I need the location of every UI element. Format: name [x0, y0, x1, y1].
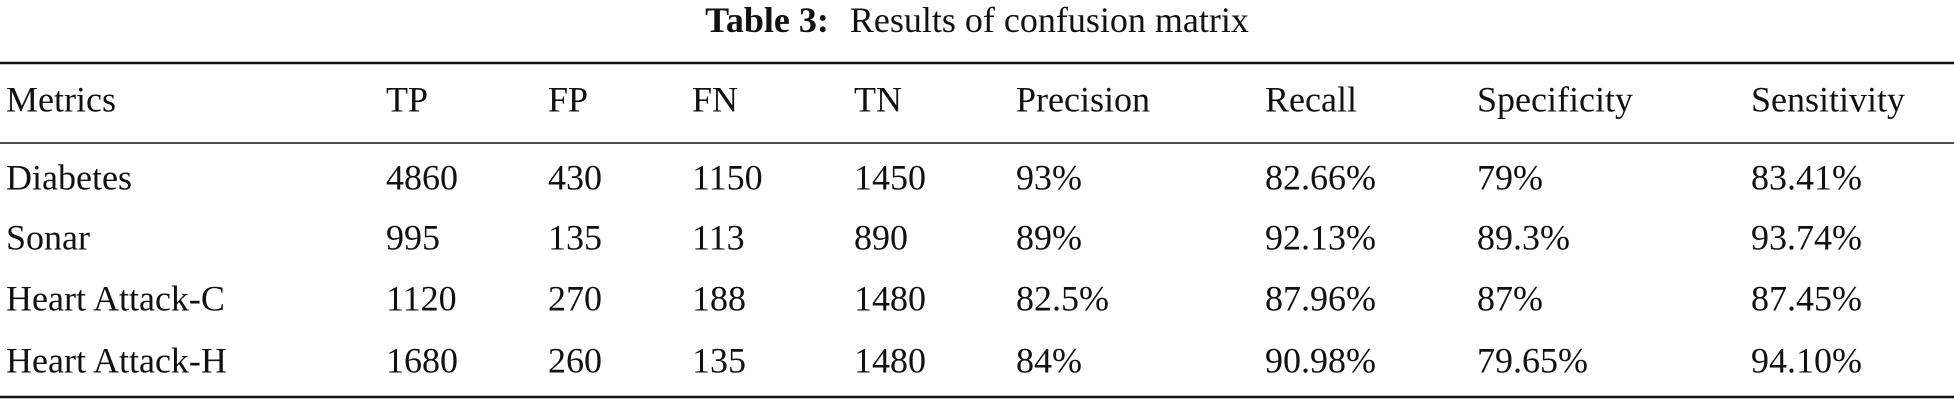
table-cell: 1480 — [854, 340, 926, 380]
header-cell: FP — [548, 79, 588, 119]
table-cell: 79.65% — [1477, 340, 1588, 380]
header-cell: Sensitivity — [1751, 79, 1905, 119]
row-label: Heart Attack-H — [6, 340, 227, 380]
table-cell: 1480 — [854, 278, 926, 318]
table-cell: 87.96% — [1265, 278, 1376, 318]
table-cell: 87% — [1477, 278, 1543, 318]
table-cell: 93.74% — [1751, 217, 1862, 257]
table-cell: 188 — [692, 278, 746, 318]
table-cell: 1150 — [692, 157, 763, 197]
table-cell: 135 — [692, 340, 746, 380]
table-cell: 430 — [548, 157, 602, 197]
table-caption: Table 3: Results of confusion matrix — [705, 0, 1249, 40]
header-cell: FN — [692, 79, 738, 119]
table-cell: 890 — [854, 217, 908, 257]
caption-text: Results of confusion matrix — [850, 0, 1249, 40]
table-cell: 93% — [1016, 157, 1082, 197]
caption-label: Table 3: — [705, 0, 829, 40]
table-cell: 89% — [1016, 217, 1082, 257]
table-cell: 84% — [1016, 340, 1082, 380]
header-cell: Specificity — [1477, 79, 1633, 119]
table-cell: 94.10% — [1751, 340, 1862, 380]
table-cell: 82.5% — [1016, 278, 1109, 318]
table-cell: 89.3% — [1477, 217, 1570, 257]
header-cell: Precision — [1016, 79, 1150, 119]
header-cell: Metrics — [6, 79, 116, 119]
table-cell: 79% — [1477, 157, 1543, 197]
table-cell: 260 — [548, 340, 602, 380]
table-cell: 82.66% — [1265, 157, 1376, 197]
header-cell: TN — [854, 79, 902, 119]
table-cell: 1450 — [854, 157, 926, 197]
table-cell: 90.98% — [1265, 340, 1376, 380]
table-cell: 113 — [692, 217, 745, 257]
table-cell: 83.41% — [1751, 157, 1862, 197]
table-cell: 135 — [548, 217, 602, 257]
table-cell: 92.13% — [1265, 217, 1376, 257]
table-cell: 1120 — [386, 278, 457, 318]
header-cell: TP — [386, 79, 428, 119]
table-cell: 87.45% — [1751, 278, 1862, 318]
table-cell: 1680 — [386, 340, 458, 380]
row-label: Sonar — [6, 217, 90, 257]
table-cell: 270 — [548, 278, 602, 318]
row-label: Heart Attack-C — [6, 278, 225, 318]
row-label: Diabetes — [6, 157, 132, 197]
table-cell: 4860 — [386, 157, 458, 197]
header-cell: Recall — [1265, 79, 1357, 119]
table-cell: 995 — [386, 217, 440, 257]
